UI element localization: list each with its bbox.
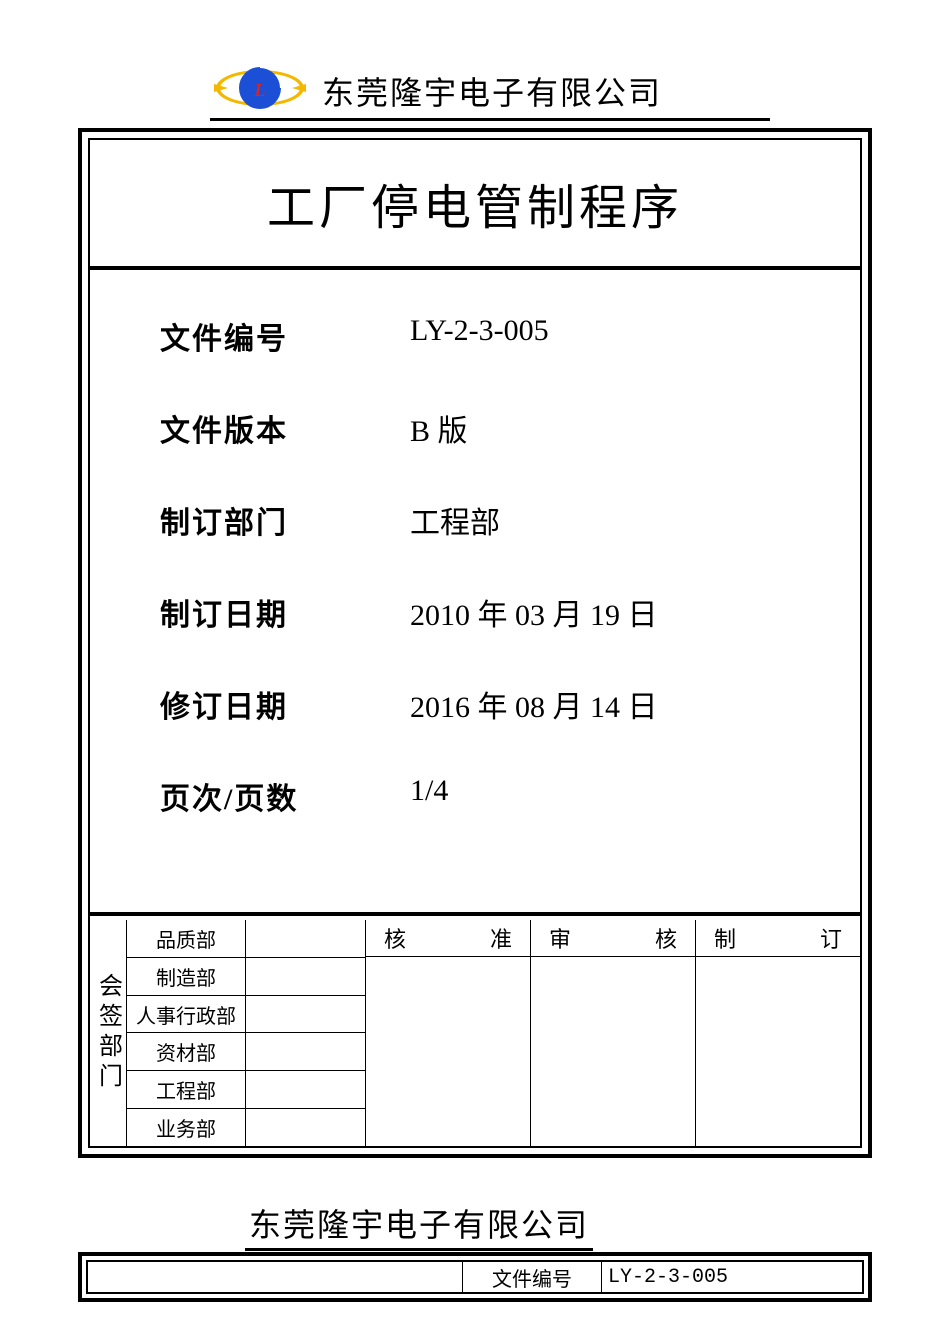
footer-company-name: 东莞隆宇电子有限公司 [245,1200,593,1251]
field-value: LY-2-3-005 [410,314,549,358]
sign-divider [90,912,860,916]
dept-name-column: 品质部 制造部 人事行政部 资材部 工程部 业务部 [126,920,246,1146]
approval-header-char: 准 [490,922,512,954]
approval-header-char: 核 [655,922,677,954]
document-frame: 工厂停电管制程序 文件编号 LY-2-3-005 文件版本 B 版 制订部门 工… [78,128,872,1158]
dept-sign-cell [246,1033,366,1071]
field-label: 文件编号 [160,314,410,358]
approval-header: 制 订 [696,920,860,957]
approval-col-draft: 制 订 [696,920,860,1146]
field-value: 2016 年 08 月 14 日 [410,682,658,726]
approval-body [366,957,530,1146]
field-doc-number: 文件编号 LY-2-3-005 [160,314,860,358]
field-value: B 版 [410,406,468,450]
field-page: 页次/页数 1/4 [160,774,860,818]
document-title: 工厂停电管制程序 [90,140,860,266]
field-label: 页次/页数 [160,774,410,818]
dept-cell: 资材部 [126,1033,246,1071]
footer-doc-number-value: LY-2-3-005 [602,1262,862,1292]
approval-body [531,957,695,1146]
footer-frame: 文件编号 LY-2-3-005 [78,1252,872,1302]
dept-sign-cell [246,1109,366,1146]
field-label: 文件版本 [160,406,410,450]
approval-header-char: 核 [384,922,406,954]
approval-col-approve: 核 准 [366,920,531,1146]
footer-doc-number-label: 文件编号 [462,1262,602,1292]
field-label: 制订日期 [160,590,410,634]
field-value: 1/4 [410,774,448,818]
company-logo: L [210,60,310,116]
dept-sign-column [246,920,366,1146]
signature-area: 会签部门 品质部 制造部 人事行政部 资材部 工程部 业务部 [90,920,860,1146]
document-frame-inner: 工厂停电管制程序 文件编号 LY-2-3-005 文件版本 B 版 制订部门 工… [88,138,862,1148]
field-dept: 制订部门 工程部 [160,498,860,542]
approval-header: 审 核 [531,920,695,957]
dept-sign-cell [246,920,366,958]
approval-header: 核 准 [366,920,530,957]
sign-section-label: 会签部门 [90,920,126,1146]
field-label: 制订部门 [160,498,410,542]
document-info-block: 文件编号 LY-2-3-005 文件版本 B 版 制订部门 工程部 制订日期 2… [90,270,860,818]
dept-sign-cell [246,958,366,996]
company-name: 东莞隆宇电子有限公司 [322,68,662,116]
field-value: 工程部 [410,498,500,542]
field-label: 修订日期 [160,682,410,726]
dept-sign-cell [246,1071,366,1109]
field-value: 2010 年 03 月 19 日 [410,590,658,634]
approval-table: 核 准 审 核 制 [366,920,860,1146]
approval-header-char: 订 [820,922,842,954]
approval-header-char: 审 [549,922,571,954]
approval-col-review: 审 核 [531,920,696,1146]
field-rev-date: 修订日期 2016 年 08 月 14 日 [160,682,860,726]
document-header: L 东莞隆宇电子有限公司 [210,60,770,121]
footer-left-cell [88,1262,462,1292]
dept-cell: 业务部 [126,1109,246,1146]
field-create-date: 制订日期 2010 年 03 月 19 日 [160,590,860,634]
dept-cell: 制造部 [126,958,246,996]
dept-cell: 品质部 [126,920,246,958]
dept-cell: 人事行政部 [126,996,246,1034]
footer-frame-inner: 文件编号 LY-2-3-005 [86,1260,864,1294]
approval-body [696,957,860,1146]
field-doc-version: 文件版本 B 版 [160,406,860,450]
svg-text:L: L [254,80,266,100]
dept-cell: 工程部 [126,1071,246,1109]
dept-sign-cell [246,996,366,1034]
approval-header-char: 制 [714,922,736,954]
